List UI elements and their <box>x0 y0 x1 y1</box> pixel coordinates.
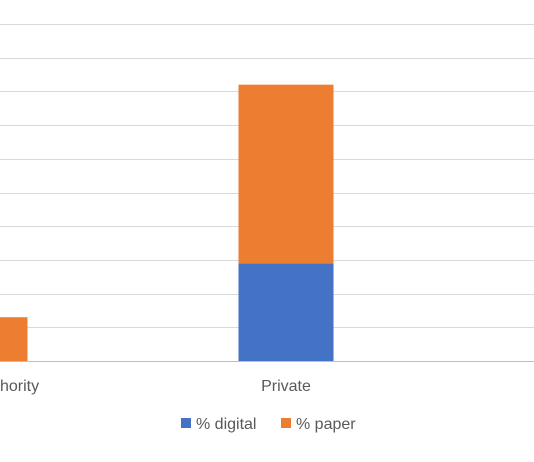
bar-digital-1 <box>238 263 334 361</box>
bar-paper-0 <box>0 317 28 361</box>
category-label-1: Private <box>261 378 311 395</box>
legend: % digital % paper <box>181 416 356 433</box>
legend-label-0: % digital <box>196 416 256 433</box>
legend-swatch-1 <box>281 418 291 428</box>
category-label-0: hority <box>0 378 39 395</box>
legend-label-1: % paper <box>296 416 356 433</box>
legend-swatch-0 <box>181 418 191 428</box>
category-labels: hority Private <box>0 378 311 395</box>
bar-paper-1 <box>238 84 334 264</box>
bars <box>0 84 334 361</box>
